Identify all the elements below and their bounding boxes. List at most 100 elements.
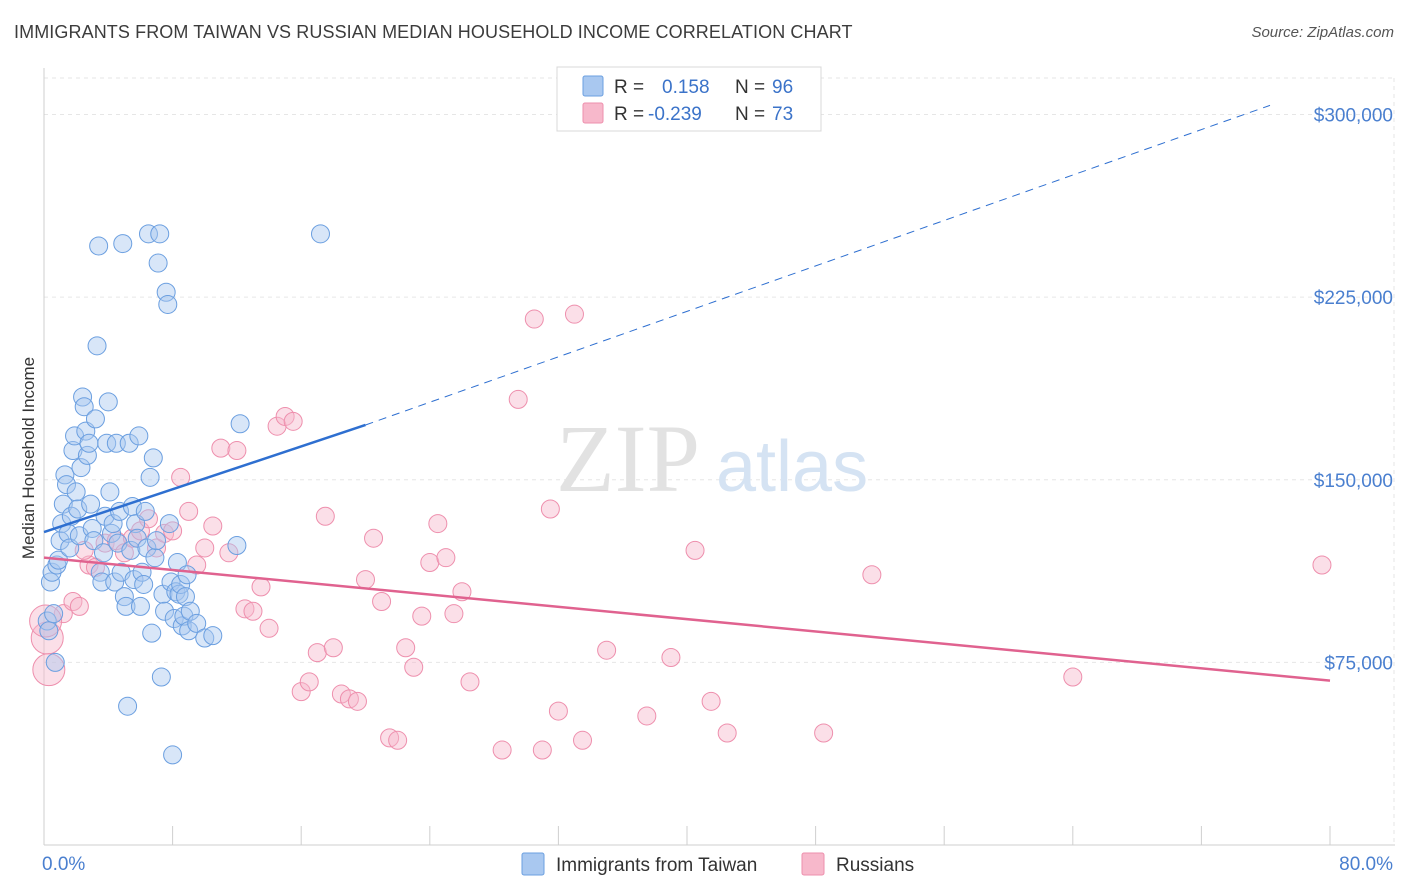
russians-point <box>444 604 464 624</box>
series-taiwan <box>37 224 330 765</box>
axes <box>43 68 1395 846</box>
taiwan-point <box>89 236 109 256</box>
trend-lines <box>43 104 1331 682</box>
russians-point <box>195 538 215 558</box>
bottom-legend-swatch-russians <box>801 852 825 876</box>
russians-point <box>364 528 384 548</box>
taiwan-point <box>310 224 330 244</box>
bottom-legend: Immigrants from Taiwan Russians <box>521 852 914 876</box>
taiwan-point <box>105 572 125 592</box>
russians-point <box>347 691 367 711</box>
russians-point <box>63 592 83 612</box>
taiwan-point <box>40 572 60 592</box>
russians-point <box>315 506 335 526</box>
russians-point <box>420 553 440 573</box>
taiwan-point <box>142 623 162 643</box>
russians-point <box>1063 667 1083 687</box>
russians-point <box>1312 555 1332 575</box>
taiwan-point <box>102 523 122 543</box>
russians-point <box>661 648 681 668</box>
taiwan-point <box>114 587 134 607</box>
taiwan-point <box>44 604 64 624</box>
trend-line-taiwan-extension <box>365 104 1271 426</box>
taiwan-point <box>121 540 141 560</box>
taiwan-point <box>74 397 94 417</box>
russians-point <box>179 501 199 521</box>
taiwan-point <box>227 536 247 556</box>
legend-swatch-russians <box>582 102 604 124</box>
taiwan-point <box>129 426 149 446</box>
taiwan-point <box>110 501 130 521</box>
russians-point <box>492 740 512 760</box>
taiwan-point <box>163 745 183 765</box>
russians-point <box>203 516 223 536</box>
russians-point <box>532 740 552 760</box>
taiwan-point <box>175 587 195 607</box>
taiwan-point <box>81 494 101 514</box>
taiwan-point <box>140 467 160 487</box>
taiwan-point <box>147 531 167 551</box>
russians-point <box>235 599 255 619</box>
taiwan-point <box>118 696 138 716</box>
taiwan-point <box>55 465 75 485</box>
russians-point <box>548 701 568 721</box>
russians-point <box>307 643 327 663</box>
russians-point <box>404 657 424 677</box>
taiwan-point <box>127 528 147 548</box>
russians-point <box>508 389 528 409</box>
taiwan-point <box>119 433 139 453</box>
watermark: ZIP atlas <box>556 405 868 512</box>
legend-n-value-taiwan: 96 <box>772 77 793 98</box>
source-credit: Source: ZipAtlas.com <box>1251 24 1394 41</box>
russians-point <box>597 640 617 660</box>
russians-point <box>32 653 66 687</box>
russians-point <box>291 682 311 702</box>
taiwan-point <box>230 414 250 434</box>
x-tick-label: 80.0% <box>1339 854 1393 875</box>
taiwan-point <box>124 570 144 590</box>
trend-line-taiwan <box>43 423 366 534</box>
taiwan-point <box>85 409 105 429</box>
russians-point <box>356 570 375 590</box>
taiwan-point <box>93 543 113 563</box>
taiwan-point <box>82 518 102 538</box>
russians-point <box>814 723 834 743</box>
taiwan-point <box>63 441 83 461</box>
taiwan-point <box>116 596 136 616</box>
y-tick-label: $225,000 <box>1314 288 1393 309</box>
taiwan-point <box>100 482 120 502</box>
taiwan-point <box>50 531 70 551</box>
russians-point <box>685 540 705 560</box>
taiwan-point <box>179 621 199 641</box>
legend-r-value-taiwan: 0.158 <box>662 77 710 98</box>
russians-point <box>227 441 247 461</box>
taiwan-point <box>45 652 65 672</box>
russians-point <box>155 523 175 543</box>
bottom-legend-label-taiwan: Immigrants from Taiwan <box>556 855 757 876</box>
legend-r-label: R = <box>614 77 644 98</box>
russians-point <box>147 538 167 558</box>
taiwan-point <box>180 601 200 621</box>
russians-point <box>540 499 560 519</box>
russians-point <box>701 691 721 711</box>
russians-point <box>69 596 89 616</box>
taiwan-point <box>66 482 86 502</box>
taiwan-point <box>148 253 168 273</box>
russians-point <box>564 304 584 324</box>
taiwan-point <box>195 628 215 648</box>
taiwan-point <box>156 282 176 302</box>
russians-point <box>187 555 207 575</box>
russians-point <box>251 577 271 597</box>
russians-point <box>380 728 400 748</box>
taiwan-point <box>155 601 175 621</box>
legend-n-label: N = <box>735 77 765 98</box>
taiwan-point <box>87 336 107 356</box>
taiwan-point <box>150 224 170 244</box>
watermark-zip: ZIP <box>556 405 700 512</box>
x-tick-label: 0.0% <box>42 854 85 875</box>
x-tick-labels: 0.0% 80.0% <box>42 854 1393 875</box>
taiwan-point <box>37 611 57 631</box>
russians-point <box>460 672 480 692</box>
y-axis-title: Median Household Income <box>19 357 38 559</box>
